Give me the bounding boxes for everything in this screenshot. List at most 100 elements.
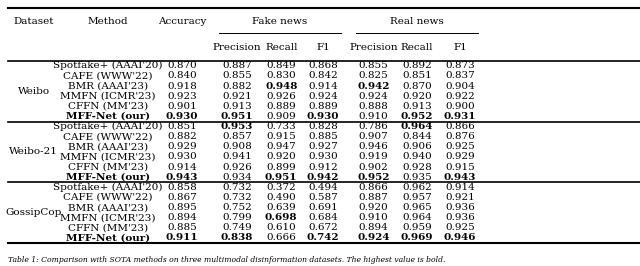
Text: 0.610: 0.610 [266, 223, 296, 232]
Text: 0.900: 0.900 [445, 102, 475, 111]
Text: 0.866: 0.866 [445, 122, 475, 131]
Text: 0.930: 0.930 [308, 152, 338, 161]
Text: 0.732: 0.732 [222, 183, 252, 192]
Text: 0.910: 0.910 [358, 213, 388, 222]
Text: 0.943: 0.943 [166, 173, 198, 182]
Text: 0.965: 0.965 [402, 203, 432, 212]
Text: 0.855: 0.855 [222, 72, 252, 80]
Text: 0.969: 0.969 [401, 234, 433, 242]
Text: 0.953: 0.953 [221, 122, 253, 131]
Text: Weibo: Weibo [17, 87, 50, 96]
Text: 0.894: 0.894 [358, 223, 388, 232]
Text: 0.825: 0.825 [358, 72, 388, 80]
Text: BMR (AAAI'23): BMR (AAAI'23) [68, 203, 148, 212]
Text: CFFN (MM'23): CFFN (MM'23) [68, 223, 148, 232]
Text: 0.925: 0.925 [445, 142, 475, 151]
Text: 0.867: 0.867 [167, 193, 197, 202]
Text: 0.929: 0.929 [167, 142, 197, 151]
Text: 0.906: 0.906 [402, 142, 432, 151]
Text: 0.887: 0.887 [358, 193, 388, 202]
Text: 0.929: 0.929 [445, 152, 475, 161]
Text: CFFN (MM'23): CFFN (MM'23) [68, 102, 148, 111]
Text: 0.672: 0.672 [308, 223, 338, 232]
Text: 0.936: 0.936 [445, 213, 475, 222]
Text: 0.924: 0.924 [358, 92, 388, 101]
Text: 0.912: 0.912 [308, 163, 338, 172]
Text: Weibo-21: Weibo-21 [9, 147, 58, 156]
Text: 0.799: 0.799 [222, 213, 252, 222]
Text: CAFE (WWW'22): CAFE (WWW'22) [63, 193, 153, 202]
Text: 0.490: 0.490 [266, 193, 296, 202]
Text: 0.899: 0.899 [266, 163, 296, 172]
Text: 0.920: 0.920 [266, 152, 296, 161]
Text: 0.494: 0.494 [308, 183, 338, 192]
Text: 0.918: 0.918 [167, 82, 197, 90]
Text: 0.924: 0.924 [357, 234, 390, 242]
Text: 0.838: 0.838 [221, 234, 253, 242]
Text: 0.951: 0.951 [221, 112, 253, 121]
Text: Recall: Recall [401, 43, 433, 52]
Text: 0.698: 0.698 [265, 213, 298, 222]
Text: 0.895: 0.895 [167, 203, 197, 212]
Text: 0.914: 0.914 [445, 183, 475, 192]
Text: MFF-Net (our): MFF-Net (our) [66, 112, 150, 121]
Text: 0.947: 0.947 [266, 142, 296, 151]
Text: Precision: Precision [349, 43, 397, 52]
Text: 0.882: 0.882 [167, 132, 197, 141]
Text: 0.914: 0.914 [308, 82, 338, 90]
Text: 0.948: 0.948 [265, 82, 298, 90]
Text: 0.907: 0.907 [358, 132, 388, 141]
Text: Precision: Precision [212, 43, 261, 52]
Text: 0.946: 0.946 [444, 234, 476, 242]
Text: 0.887: 0.887 [222, 61, 252, 70]
Text: 0.930: 0.930 [167, 152, 197, 161]
Text: 0.911: 0.911 [166, 234, 198, 242]
Text: 0.873: 0.873 [445, 61, 475, 70]
Text: Spotfake+ (AAAI'20): Spotfake+ (AAAI'20) [53, 122, 163, 131]
Text: 0.684: 0.684 [308, 213, 338, 222]
Text: 0.959: 0.959 [402, 223, 432, 232]
Text: 0.851: 0.851 [167, 122, 197, 131]
Text: 0.849: 0.849 [266, 61, 296, 70]
Text: MMFN (ICMR'23): MMFN (ICMR'23) [60, 152, 156, 161]
Text: 0.927: 0.927 [308, 142, 338, 151]
Text: 0.921: 0.921 [222, 92, 252, 101]
Text: BMR (AAAI'23): BMR (AAAI'23) [68, 82, 148, 90]
Text: 0.931: 0.931 [444, 112, 476, 121]
Text: 0.732: 0.732 [222, 193, 252, 202]
Text: 0.964: 0.964 [402, 213, 432, 222]
Text: Recall: Recall [265, 43, 298, 52]
Text: MFF-Net (our): MFF-Net (our) [66, 173, 150, 182]
Text: 0.908: 0.908 [222, 142, 252, 151]
Text: F1: F1 [453, 43, 467, 52]
Text: 0.940: 0.940 [402, 152, 432, 161]
Text: 0.962: 0.962 [402, 183, 432, 192]
Text: 0.902: 0.902 [358, 163, 388, 172]
Text: 0.946: 0.946 [358, 142, 388, 151]
Text: 0.941: 0.941 [222, 152, 252, 161]
Text: 0.855: 0.855 [358, 61, 388, 70]
Text: 0.910: 0.910 [358, 112, 388, 121]
Text: 0.749: 0.749 [222, 223, 252, 232]
Text: Table 1: Comparison with SOTA methods on three multimodal disinformation dataset: Table 1: Comparison with SOTA methods on… [8, 256, 445, 264]
Text: CAFE (WWW'22): CAFE (WWW'22) [63, 72, 153, 80]
Text: 0.885: 0.885 [308, 132, 338, 141]
Text: 0.904: 0.904 [445, 82, 475, 90]
Text: 0.930: 0.930 [307, 112, 339, 121]
Text: 0.913: 0.913 [402, 102, 432, 111]
Text: 0.587: 0.587 [308, 193, 338, 202]
Text: 0.752: 0.752 [222, 203, 252, 212]
Text: 0.915: 0.915 [266, 132, 296, 141]
Text: 0.857: 0.857 [222, 132, 252, 141]
Text: 0.892: 0.892 [402, 61, 432, 70]
Text: 0.830: 0.830 [266, 72, 296, 80]
Text: 0.914: 0.914 [167, 163, 197, 172]
Text: MMFN (ICMR'23): MMFN (ICMR'23) [60, 92, 156, 101]
Text: F1: F1 [316, 43, 330, 52]
Text: 0.957: 0.957 [402, 193, 432, 202]
Text: 0.925: 0.925 [445, 223, 475, 232]
Text: 0.858: 0.858 [167, 183, 197, 192]
Text: 0.922: 0.922 [445, 92, 475, 101]
Text: 0.372: 0.372 [266, 183, 296, 192]
Text: 0.842: 0.842 [308, 72, 338, 80]
